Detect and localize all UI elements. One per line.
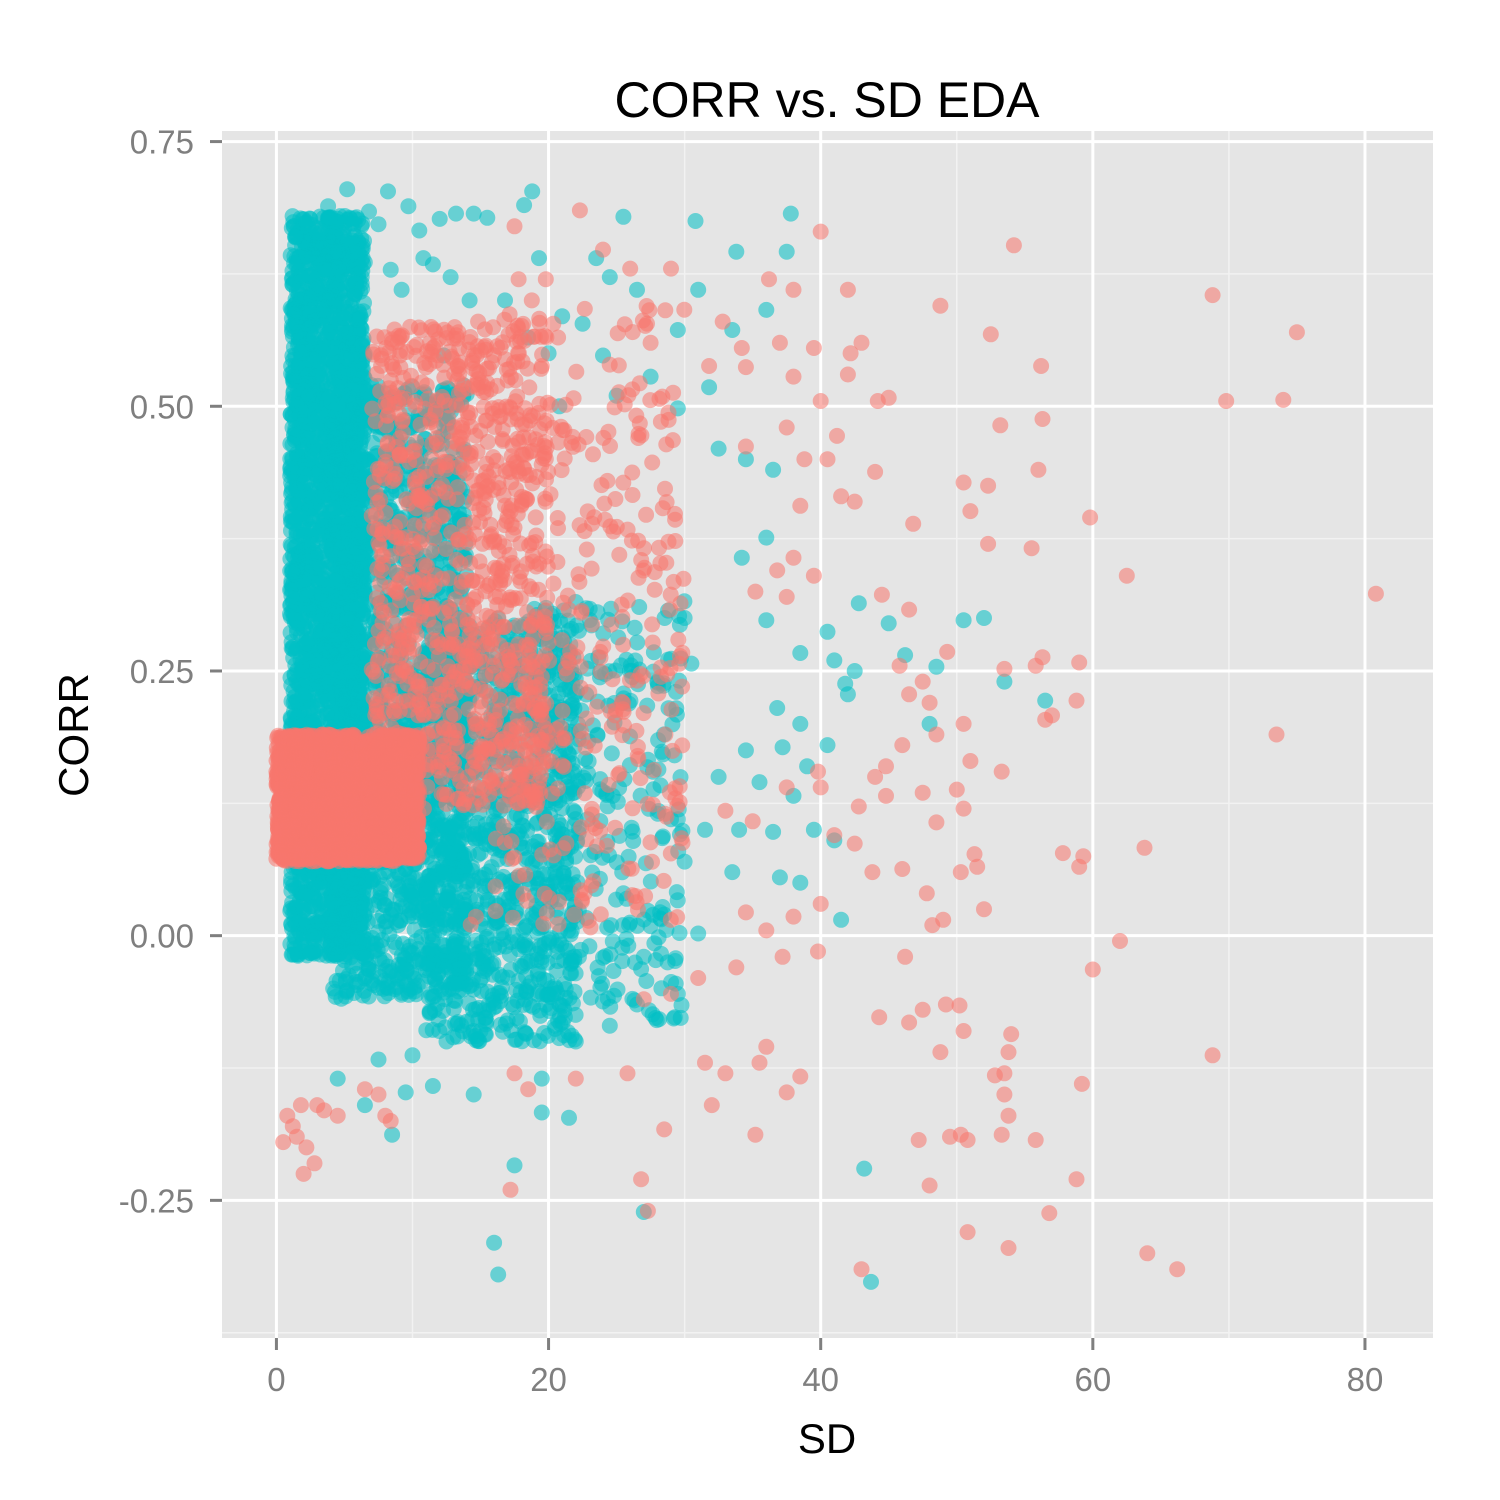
data-point-series-1 — [323, 393, 340, 410]
data-point-series-1 — [285, 382, 302, 399]
data-point-series-1 — [283, 365, 300, 382]
data-point-series-1 — [288, 528, 305, 545]
data-point-series-1 — [293, 873, 310, 890]
data-point-series-1 — [350, 934, 367, 951]
data-point-series-1 — [298, 589, 315, 606]
data-point-series-1 — [351, 618, 368, 635]
data-point-series-1 — [350, 545, 367, 562]
data-point-series-1 — [341, 438, 358, 455]
data-point-series-1 — [339, 493, 356, 510]
data-point-series-1 — [355, 884, 372, 901]
data-point-series-1 — [329, 879, 346, 896]
data-point-series-1 — [301, 451, 318, 468]
data-point-series-1 — [286, 928, 303, 945]
data-point-series-1 — [336, 326, 353, 343]
data-point-series-1 — [306, 289, 323, 306]
data-point-series-1 — [283, 946, 300, 963]
data-point-series-1 — [329, 946, 346, 963]
data-point-series-1 — [326, 532, 342, 549]
data-point-series-1 — [326, 546, 343, 563]
data-point-series-1 — [284, 436, 301, 453]
data-point-series-1 — [347, 973, 364, 990]
data-point-series-1 — [283, 693, 300, 710]
data-point-series-1 — [334, 899, 351, 916]
data-point-series-1 — [463, 976, 480, 993]
data-point-series-1 — [325, 499, 342, 516]
data-point-series-1 — [336, 309, 353, 326]
data-point-series-1 — [282, 406, 299, 423]
data-point-series-1 — [503, 996, 520, 1013]
scatter-points — [268, 181, 1384, 1290]
data-point-series-1 — [350, 674, 367, 691]
data-point-series-1 — [287, 228, 303, 245]
data-point-series-1 — [326, 359, 343, 376]
data-point-series-1 — [358, 902, 375, 918]
data-point-series-1 — [296, 475, 313, 492]
data-point-series-1 — [306, 665, 323, 682]
data-point-series-1 — [288, 283, 305, 300]
data-point-series-1 — [392, 882, 409, 899]
data-point-series-1 — [302, 521, 319, 538]
data-point-series-1 — [357, 380, 373, 397]
data-point-series-1 — [341, 586, 358, 603]
data-point-series-1 — [301, 944, 318, 961]
data-point-series-1 — [309, 605, 326, 622]
data-point-series-1 — [284, 582, 301, 599]
data-point-series-1 — [372, 884, 389, 901]
data-point-series-1 — [402, 980, 419, 997]
data-point-series-1 — [329, 697, 346, 714]
data-point-series-1 — [295, 344, 311, 361]
data-point-series-1 — [307, 398, 324, 414]
data-point-series-1 — [308, 559, 325, 576]
data-point-series-1 — [311, 574, 328, 591]
data-point-series-1 — [338, 350, 355, 367]
data-point-series-1 — [323, 921, 339, 938]
data-point-series-1 — [286, 666, 303, 683]
data-point-series-1 — [286, 306, 303, 323]
data-point-series-1 — [284, 640, 301, 657]
data-point-series-1 — [398, 961, 415, 978]
data-point-series-1 — [303, 508, 320, 525]
data-point-series-1 — [316, 331, 333, 348]
data-point-series-1 — [282, 508, 299, 525]
data-point-series-1 — [284, 563, 301, 580]
data-point-series-1 — [346, 215, 363, 232]
data-point-series-1 — [284, 547, 301, 564]
data-point-series-1 — [343, 650, 360, 667]
data-point-series-1 — [282, 247, 299, 264]
data-point-series-1 — [303, 226, 320, 243]
data-point-series-1 — [336, 465, 353, 482]
data-point-series-1 — [370, 924, 387, 941]
data-point-series-1 — [288, 898, 305, 915]
data-point-series-1 — [291, 323, 308, 340]
data-point-series-1 — [327, 281, 344, 298]
data-point-series-1 — [363, 975, 380, 992]
data-point-series-1 — [293, 612, 309, 628]
data-point-series-1 — [334, 294, 351, 311]
data-point-series-1 — [378, 979, 395, 996]
data-point-series-1 — [346, 285, 363, 302]
data-point-series-1 — [401, 902, 418, 919]
data-point-series-1 — [343, 421, 360, 438]
data-point-series-1 — [304, 537, 321, 554]
data-point-series-1 — [333, 263, 350, 280]
data-point-series-1 — [306, 923, 323, 940]
data-point-series-1 — [333, 669, 350, 686]
data-point-series-1 — [331, 972, 348, 989]
data-point-series-1 — [328, 213, 344, 230]
data-point-series-1 — [384, 963, 401, 980]
data-point-series-1 — [313, 874, 330, 891]
